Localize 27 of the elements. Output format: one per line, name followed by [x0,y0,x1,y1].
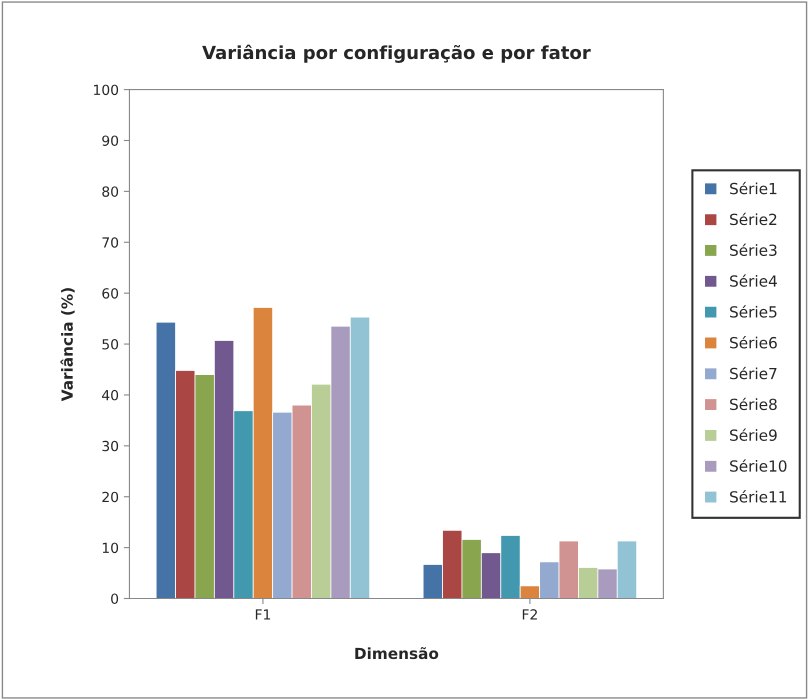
y-tick-label: 40 [102,390,118,400]
y-tick-label: 20 [102,492,118,502]
y-tick-label: 80 [102,186,118,197]
legend-label: Série3 [730,244,777,256]
y-tick-label: 30 [102,440,118,452]
legend-label: Série4 [730,274,777,287]
y-tick-label: 100 [94,84,118,96]
x-tick-label: F1 [256,609,270,620]
legend-label: Série11 [730,490,786,503]
y-tick-label: 60 [102,288,118,299]
legend-label: Série5 [730,305,776,318]
y-tick-label: 70 [102,237,118,248]
chart-title: Variância por configuração e por fator [202,44,591,63]
x-axis-title: Dimensão [355,647,438,660]
y-tick-label: 0 [111,593,118,604]
y-axis-title: Variância (%) [60,288,75,402]
x-tick-label: F2 [522,609,537,620]
legend-label: Série2 [730,212,776,226]
legend-label: Série7 [730,366,776,380]
legend-label: Série8 [730,398,777,410]
y-tick-label: 10 [102,542,118,554]
legend-label: Série6 [730,336,777,348]
legend-label: Série1 [730,182,776,194]
y-tick-label: 50 [102,339,118,350]
legend-label: Série9 [730,428,777,441]
y-tick-label: 90 [102,135,118,146]
legend-label: Série10 [730,459,786,472]
